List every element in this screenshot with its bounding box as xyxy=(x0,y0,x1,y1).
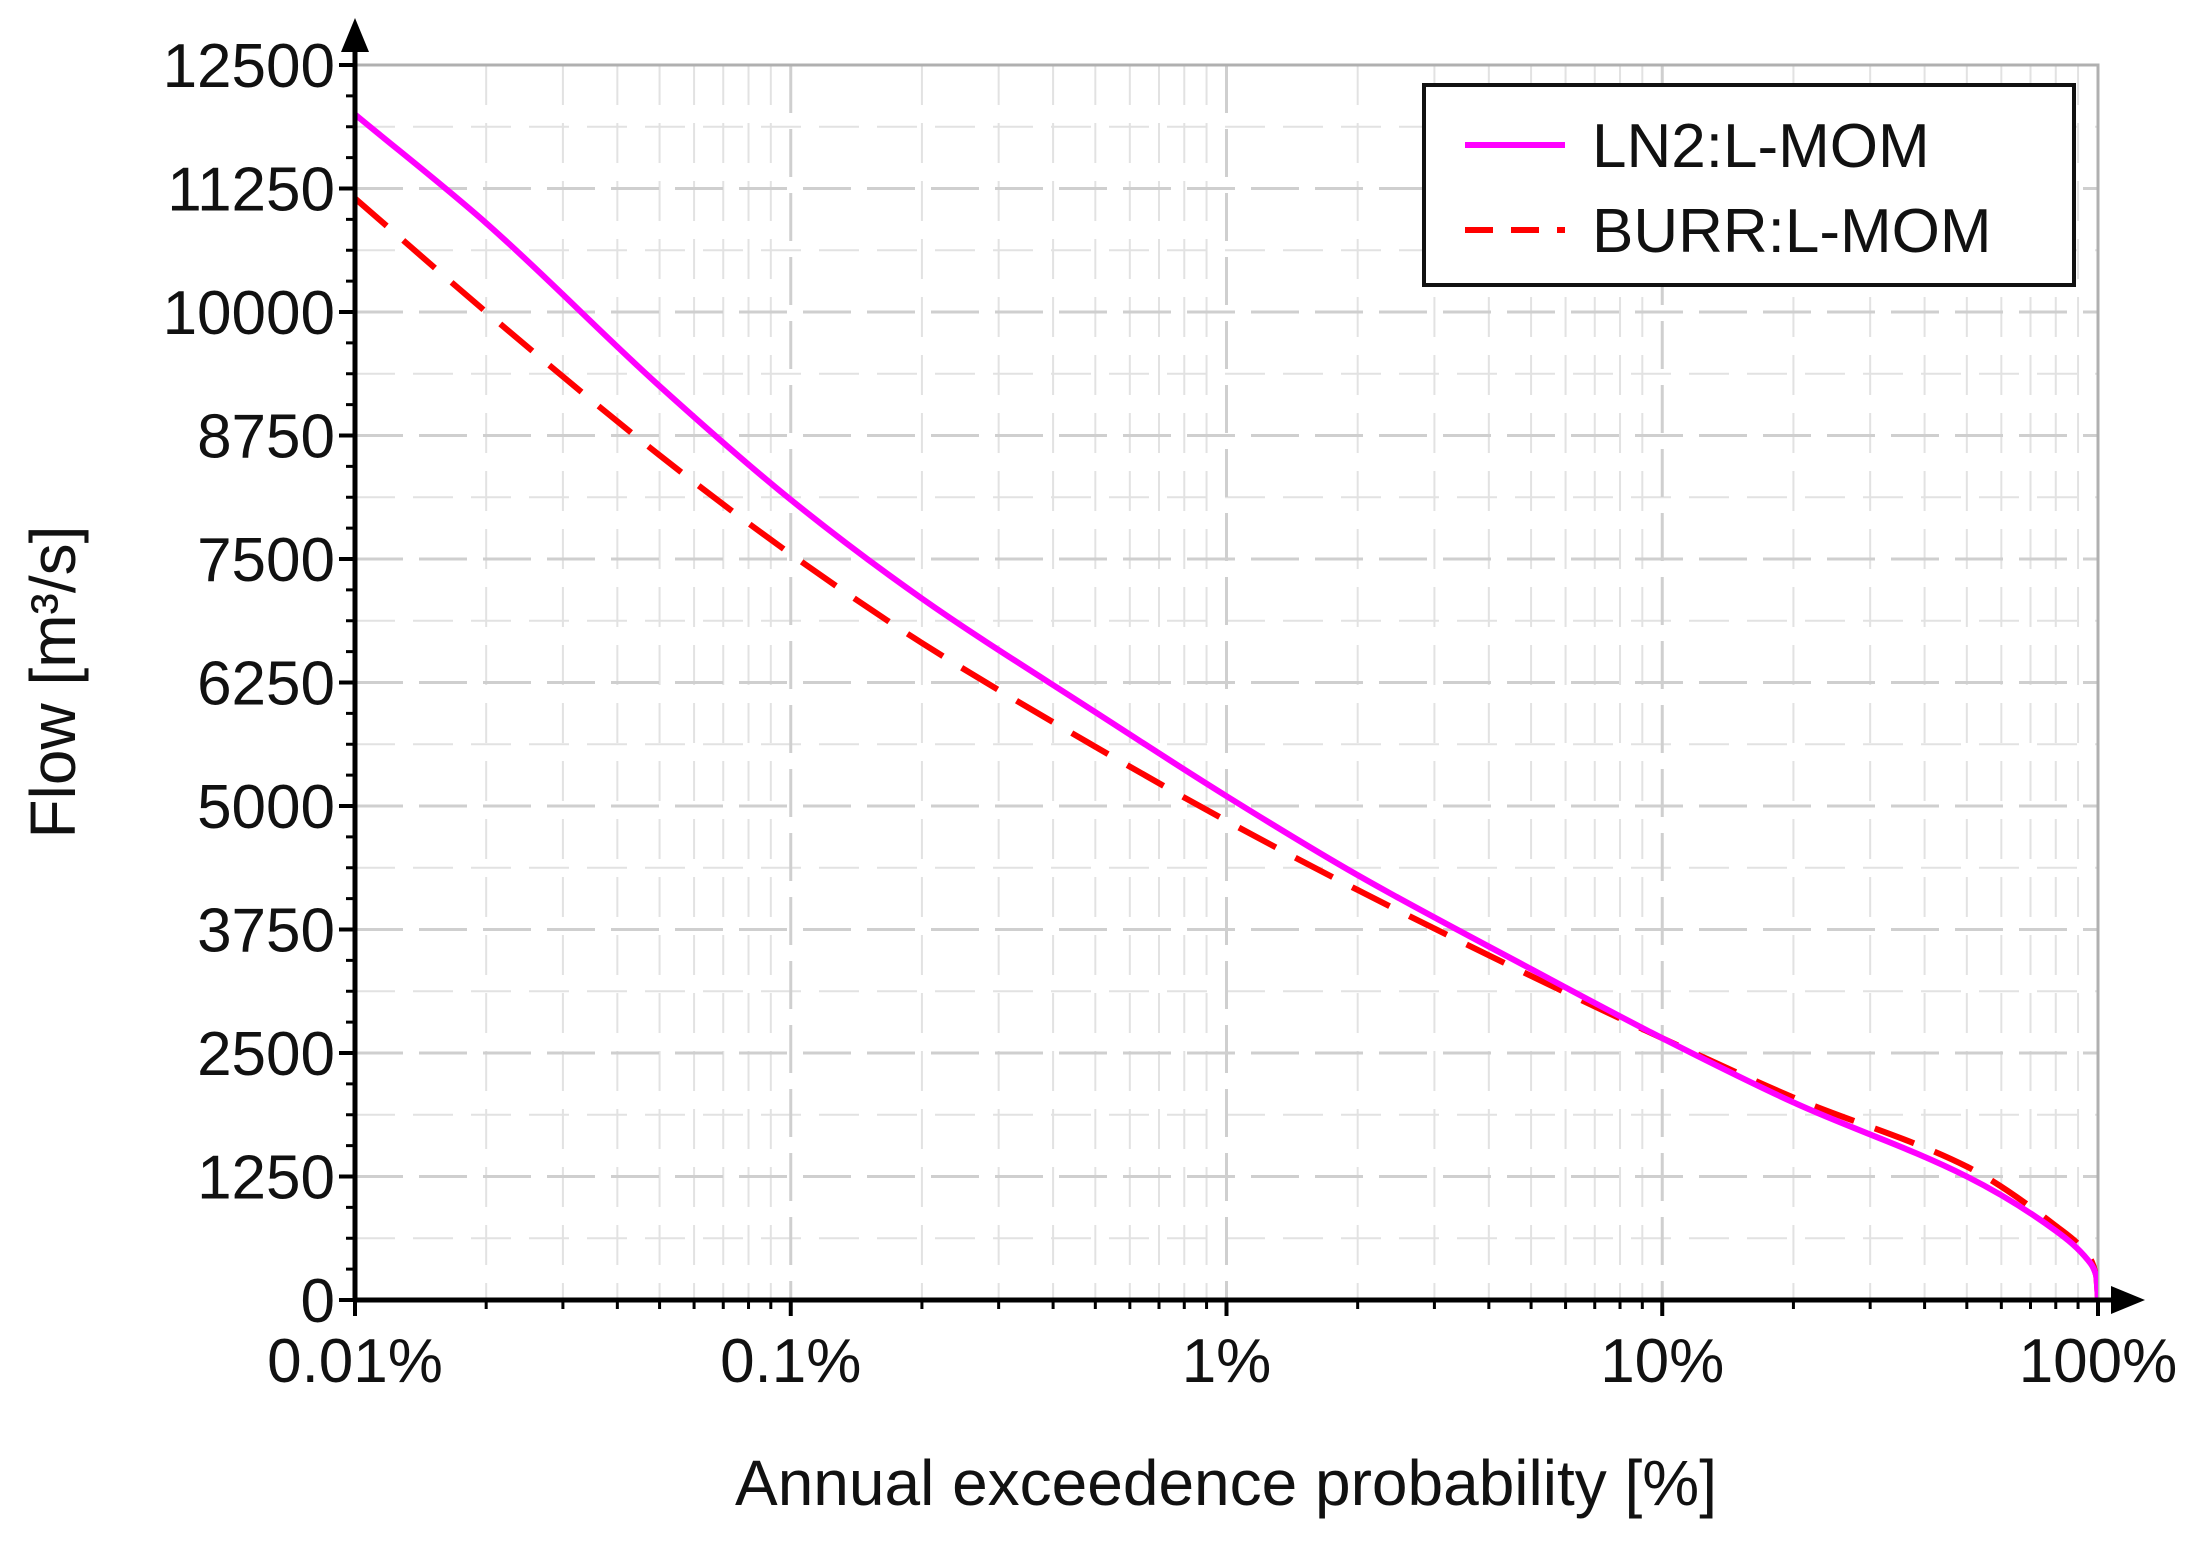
y-tick-label: 1250 xyxy=(197,1144,335,1213)
y-tick-label: 3750 xyxy=(197,897,335,966)
x-axis-arrow xyxy=(2111,1286,2145,1314)
y-tick-label: 6250 xyxy=(197,650,335,719)
series-line-burr-l-mom xyxy=(355,196,2098,1300)
legend-box xyxy=(1422,83,2076,287)
y-tick-labels: 0 1250 2500 3750 5000 6250 7500 8750 10000 11250 1… xyxy=(163,32,335,1336)
legend: LN2:L-MOM BURR:L-MOM xyxy=(1422,83,2076,287)
series-layer xyxy=(355,112,2098,1300)
y-axis-title: Flow [m³/s] xyxy=(17,526,89,839)
x-tick-label: 10% xyxy=(1600,1327,1724,1396)
x-tick-label: 0.01% xyxy=(267,1327,443,1396)
x-axis-title: Annual exceedence probability [%] xyxy=(735,1447,1717,1519)
legend-label-ln2: LN2:L-MOM xyxy=(1592,112,1930,181)
y-tick-label: 7500 xyxy=(197,526,335,595)
axes xyxy=(341,18,2145,1314)
y-tick-label: 12500 xyxy=(163,32,335,101)
y-tick-label: 11250 xyxy=(167,156,335,225)
y-tick-label: 10000 xyxy=(163,279,335,348)
x-tick-label: 100% xyxy=(2019,1327,2178,1396)
x-tick-labels: 0.01% 0.1% 1% 10% 100% xyxy=(267,1327,2177,1396)
y-tick-label: 8750 xyxy=(197,403,335,472)
x-tick-label: 0.1% xyxy=(720,1327,861,1396)
legend-label-burr: BURR:L-MOM xyxy=(1592,197,1992,266)
y-tick-label: 2500 xyxy=(197,1020,335,1089)
x-tick-label: 1% xyxy=(1182,1327,1272,1396)
y-tick-label: 0 xyxy=(301,1267,335,1336)
series-line-ln2-l-mom xyxy=(355,112,2098,1300)
tick-marks xyxy=(339,63,2100,1316)
major-grid xyxy=(355,63,2100,1300)
y-tick-label: 5000 xyxy=(197,773,335,842)
y-axis-arrow xyxy=(341,18,369,52)
